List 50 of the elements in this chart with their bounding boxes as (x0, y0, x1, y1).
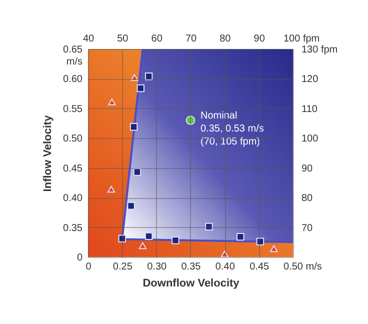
x-tick-label: 0.45 (250, 262, 270, 272)
point (118, 234, 126, 242)
annotation: Nominal 0.35, 0.53 m/s (70, 105 fpm) (200, 110, 264, 148)
point (270, 245, 278, 252)
y2-tick-label: 120 (302, 74, 319, 86)
x-axis-title: Downflow Velocity (142, 278, 240, 290)
y-tick-label: 0.45 (63, 163, 83, 174)
point (144, 232, 153, 240)
y-tick-label: 0.40 (63, 193, 83, 204)
y-tick-label: 0.35 (63, 222, 83, 234)
x2-tick-label: 40 (82, 34, 94, 44)
point (186, 116, 196, 125)
x2-tick-label: 60 (151, 34, 163, 44)
point (236, 232, 244, 241)
y-tick-label: 0.55 (63, 104, 83, 115)
y2-tick-label: 90 (302, 163, 314, 174)
x-tick-label: 0.35 (181, 262, 202, 272)
y2-tick-label: 80 (302, 193, 314, 204)
point (144, 72, 153, 80)
x-tick-label: 0.25 (112, 262, 133, 272)
x2-tick-label: 100 fpm (284, 34, 320, 44)
y2-tick-label: 70 (302, 222, 314, 234)
x-tick-label: 0.30 (147, 262, 167, 272)
point (133, 168, 142, 176)
y2-tick-label: 130 fpm (302, 44, 338, 56)
x-tick-label: 0.40 (215, 262, 236, 272)
point (130, 122, 138, 131)
y-tick-label: 0 (76, 252, 83, 264)
y-tick-label: 0.65 m/s (63, 44, 83, 68)
x2-tick-label: 80 (220, 34, 232, 44)
x2-tick-label: 90 (254, 34, 266, 44)
x-tick-label: 0.50 m/s (284, 262, 322, 272)
x2-tick-label: 70 (185, 34, 197, 44)
x2-tick-label: 50 (117, 34, 129, 44)
point (107, 186, 116, 193)
point (108, 98, 116, 106)
y-tick-label: 0.50 (63, 134, 83, 145)
point (138, 242, 147, 250)
point (220, 250, 229, 258)
point (172, 236, 180, 244)
point (127, 202, 135, 210)
point (130, 74, 138, 81)
point (205, 222, 213, 231)
y-tick-label: 0.60 (63, 74, 83, 86)
y2-tick-label: 100 (302, 134, 319, 145)
point (136, 84, 144, 92)
x-tick-label: 0 (86, 262, 92, 272)
y-axis-title: Inflow Velocity (42, 114, 54, 192)
y2-tick-label: 110 (302, 104, 318, 115)
point (256, 238, 264, 246)
